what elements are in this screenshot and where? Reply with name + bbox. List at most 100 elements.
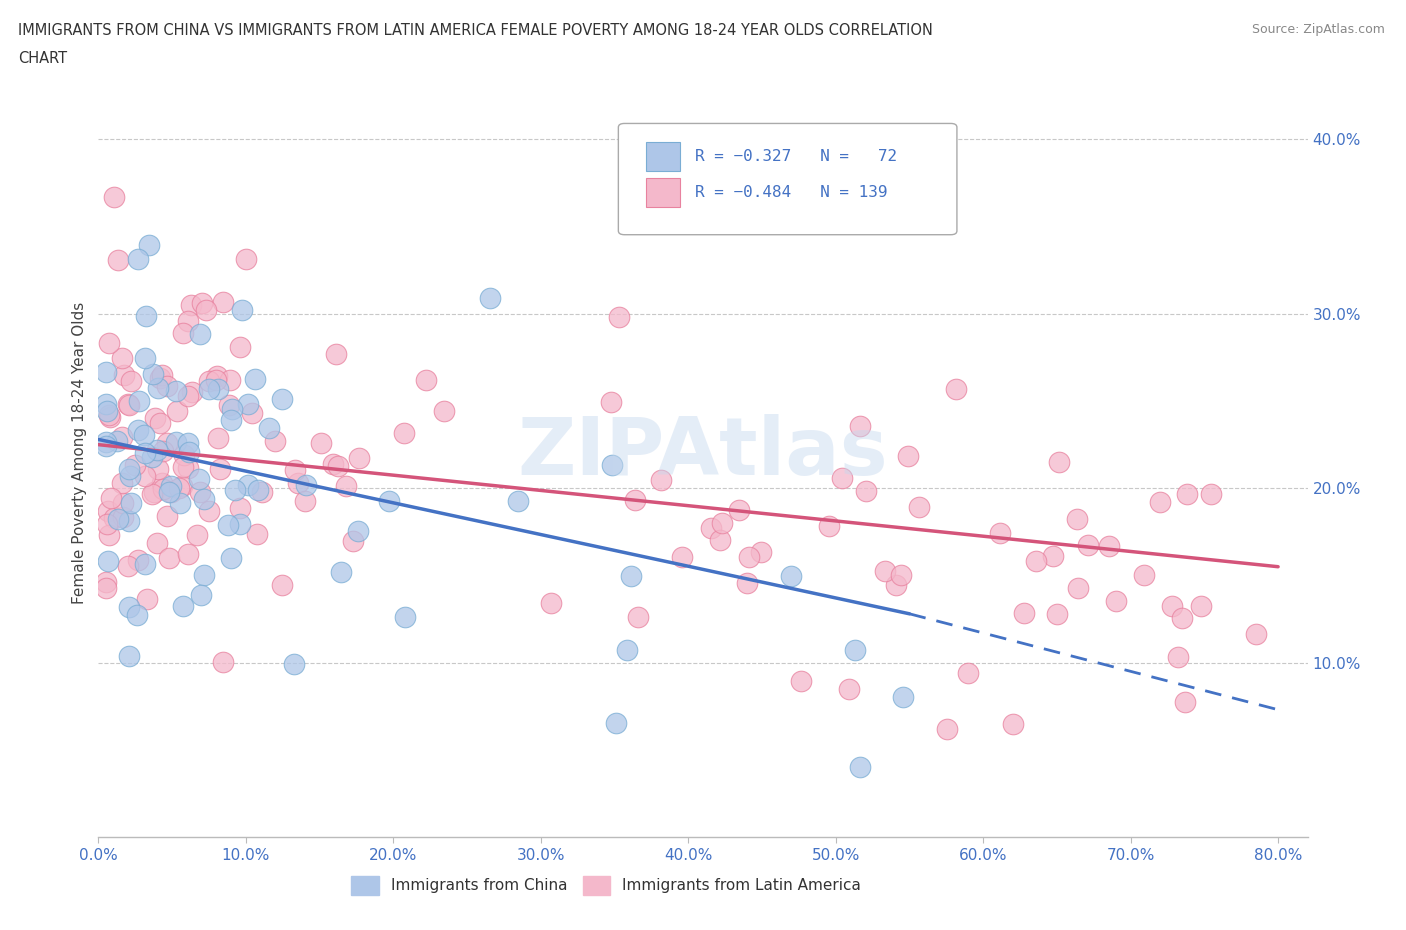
Point xyxy=(1025,553,1047,568)
Point xyxy=(479,291,502,306)
Point xyxy=(205,372,228,387)
Point xyxy=(700,521,723,536)
Point xyxy=(246,526,269,541)
Point xyxy=(120,374,142,389)
Point xyxy=(884,578,907,592)
Point xyxy=(97,407,120,422)
Point xyxy=(111,430,134,445)
Point xyxy=(134,557,156,572)
Point xyxy=(1161,598,1184,613)
Point xyxy=(218,397,240,412)
Point xyxy=(156,435,179,450)
Point xyxy=(957,665,980,680)
Point xyxy=(177,460,200,475)
Point xyxy=(219,551,242,565)
Point xyxy=(117,397,139,412)
Point xyxy=(392,425,415,440)
Point xyxy=(1244,627,1267,642)
Point xyxy=(616,643,638,658)
Point xyxy=(221,402,243,417)
Point xyxy=(240,405,263,420)
Point xyxy=(177,445,200,459)
Bar xyxy=(647,142,681,171)
Point xyxy=(650,473,672,488)
Point xyxy=(173,448,195,463)
Point xyxy=(907,499,929,514)
Point xyxy=(118,397,141,412)
Point xyxy=(988,525,1011,540)
Point xyxy=(107,252,129,267)
Point xyxy=(1149,495,1171,510)
Point xyxy=(236,477,259,492)
Point xyxy=(205,368,228,383)
Point xyxy=(149,416,172,431)
Point xyxy=(1201,486,1223,501)
Point xyxy=(1001,716,1024,731)
Point xyxy=(94,575,117,590)
Point xyxy=(118,648,141,663)
Point xyxy=(224,483,246,498)
Point xyxy=(141,449,163,464)
Point xyxy=(945,381,967,396)
Point xyxy=(1133,567,1156,582)
Point xyxy=(1105,593,1128,608)
Point xyxy=(134,351,156,365)
Text: ZIPAtlas: ZIPAtlas xyxy=(517,415,889,492)
Point xyxy=(627,610,650,625)
Point xyxy=(141,486,163,501)
Point xyxy=(146,443,169,458)
Point xyxy=(146,380,169,395)
Point xyxy=(166,404,188,418)
Point xyxy=(193,492,215,507)
Point xyxy=(120,496,142,511)
Point xyxy=(112,367,135,382)
Point xyxy=(150,475,173,490)
Point xyxy=(94,434,117,449)
Point xyxy=(172,326,194,340)
Point xyxy=(170,478,193,493)
Point xyxy=(103,511,125,525)
Point xyxy=(1042,549,1064,564)
Point xyxy=(1012,605,1035,620)
Point xyxy=(432,404,454,418)
Point xyxy=(737,549,759,564)
Point xyxy=(127,552,149,567)
Point xyxy=(394,609,416,624)
Point xyxy=(143,410,166,425)
Point xyxy=(309,435,332,450)
Point xyxy=(159,485,181,499)
Point xyxy=(198,381,221,396)
Point xyxy=(235,252,257,267)
Point xyxy=(231,302,253,317)
Point xyxy=(347,524,370,538)
Point xyxy=(125,607,148,622)
Point xyxy=(208,462,231,477)
Point xyxy=(96,581,118,596)
Point xyxy=(97,336,120,351)
Point xyxy=(167,481,190,496)
Point xyxy=(127,252,149,267)
Point xyxy=(749,544,772,559)
Point xyxy=(94,439,117,454)
Point xyxy=(1098,538,1121,553)
Point xyxy=(890,567,912,582)
Point xyxy=(177,436,200,451)
Point xyxy=(897,449,920,464)
Point xyxy=(218,373,240,388)
Point xyxy=(107,512,129,526)
Point xyxy=(818,519,841,534)
Point xyxy=(96,404,118,418)
Point xyxy=(229,517,252,532)
Point xyxy=(229,500,252,515)
Point xyxy=(624,493,647,508)
Point xyxy=(138,238,160,253)
Point xyxy=(198,503,221,518)
Point xyxy=(508,494,530,509)
Point xyxy=(134,469,156,484)
Point xyxy=(188,485,211,499)
Point xyxy=(831,471,853,485)
Point xyxy=(118,468,141,483)
Point xyxy=(180,298,202,312)
Point xyxy=(607,310,630,325)
Y-axis label: Female Poverty Among 18-24 Year Olds: Female Poverty Among 18-24 Year Olds xyxy=(72,302,87,604)
